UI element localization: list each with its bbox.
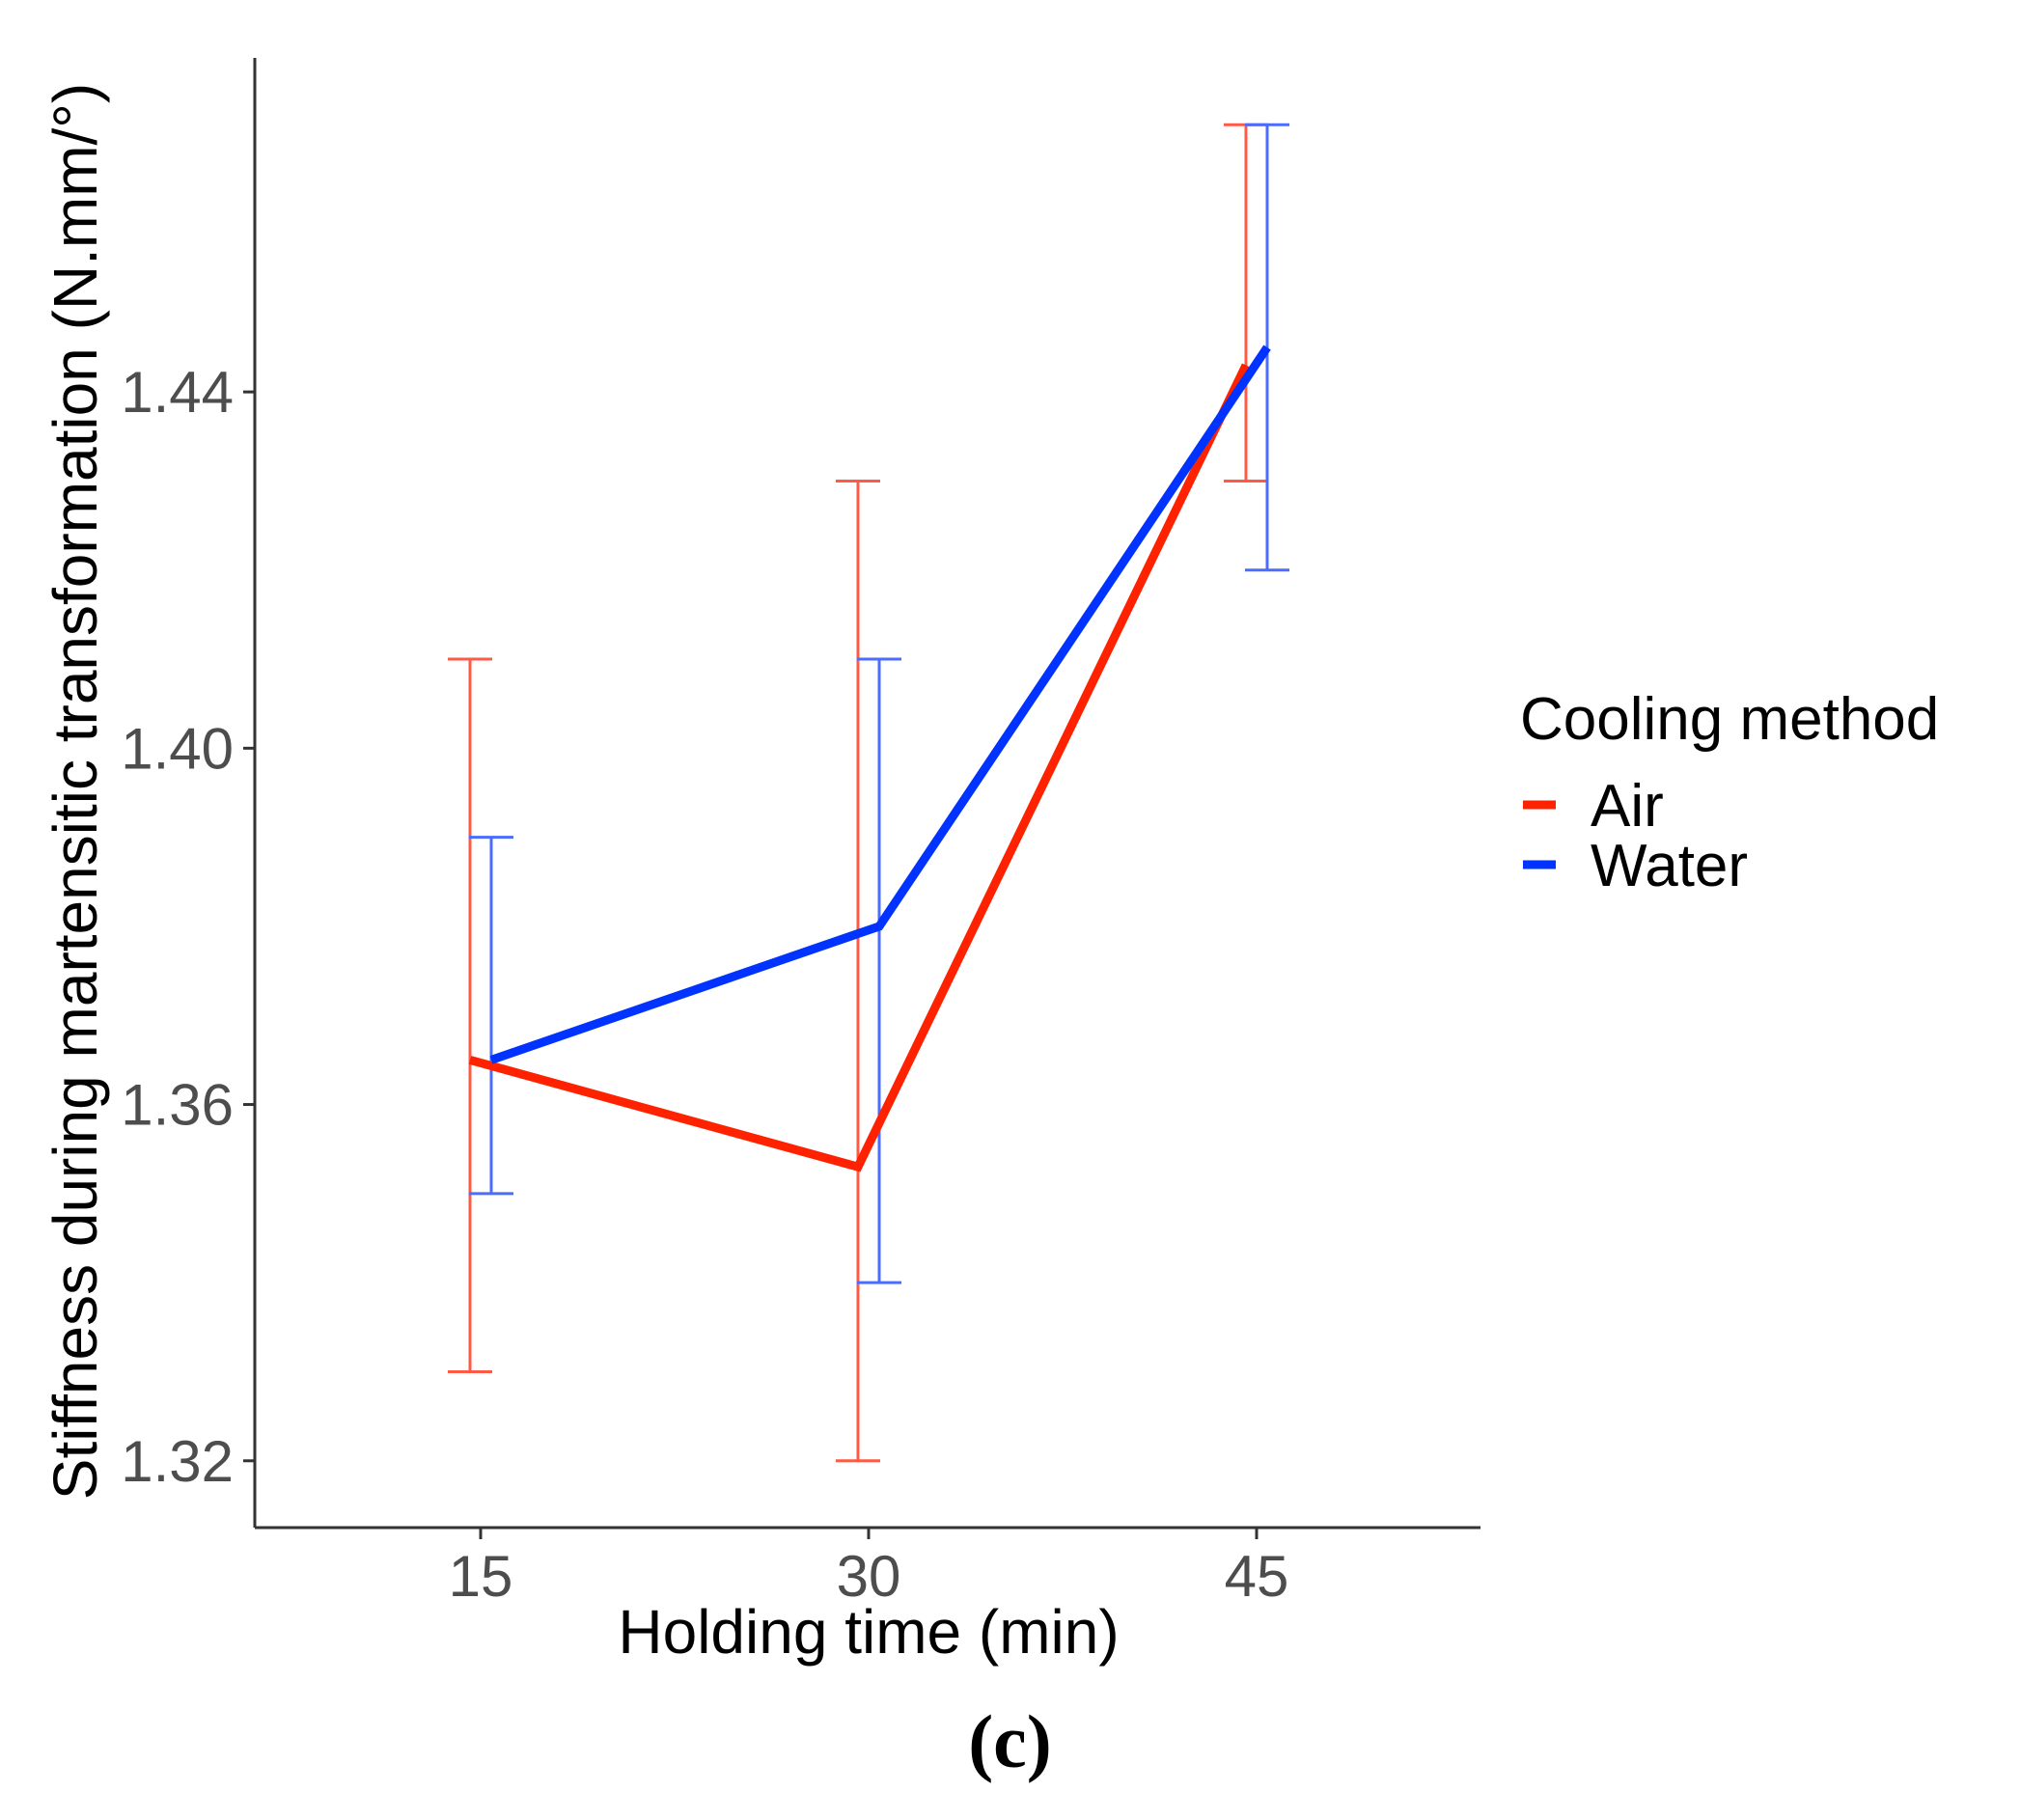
y-ticks: 1.32 1.36 1.40 1.44 [121, 360, 255, 1494]
legend-item-air: Air [1523, 773, 1664, 840]
x-axis-title: Holding time (min) [618, 1597, 1119, 1667]
legend-label: Air [1591, 773, 1664, 840]
legend-title: Cooling method [1520, 686, 1939, 753]
error-bar-air [836, 479, 880, 1463]
series-lines [468, 345, 1271, 1172]
y-tick-label: 1.40 [121, 716, 234, 781]
error-bar-air [448, 657, 492, 1373]
x-tick-label: 30 [837, 1544, 901, 1609]
error-bar-water [469, 836, 513, 1196]
legend-item-water: Water [1523, 833, 1748, 899]
axes [253, 58, 1480, 1530]
error-bar-water [857, 657, 901, 1284]
error-bar-air [1224, 123, 1268, 483]
series-line-water [489, 345, 1271, 1064]
y-axis-title: Stiffness during martensitic transformat… [41, 83, 110, 1500]
legend-label: Water [1591, 833, 1748, 899]
panel-label: (c) [968, 1699, 1052, 1783]
x-tick-label: 15 [449, 1544, 513, 1609]
y-tick-label: 1.32 [121, 1429, 234, 1494]
y-tick-label: 1.44 [121, 360, 234, 425]
y-tick-label: 1.36 [121, 1073, 234, 1138]
series-line-air [468, 363, 1251, 1172]
error-bars [448, 123, 1289, 1463]
x-ticks: 15 30 45 [449, 1528, 1289, 1609]
x-tick-label: 45 [1225, 1544, 1289, 1609]
